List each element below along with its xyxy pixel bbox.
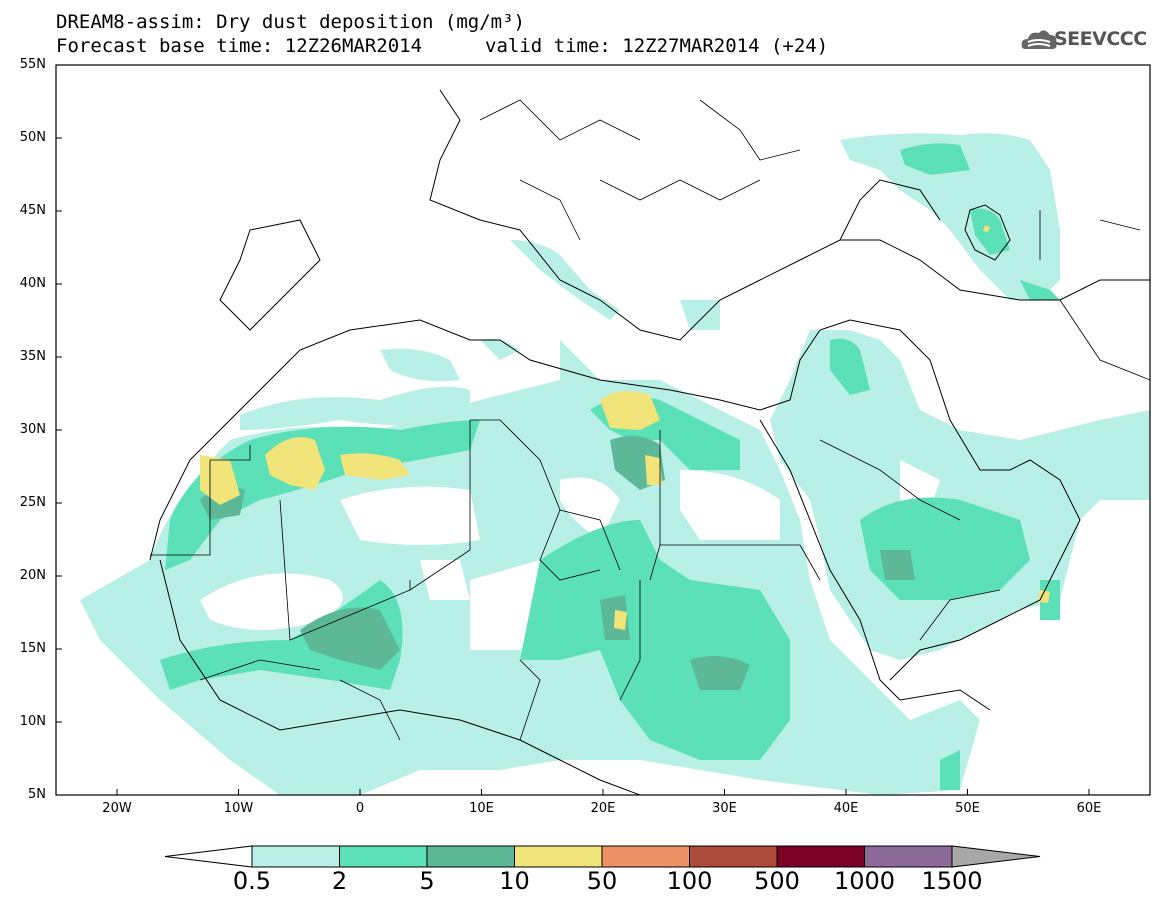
colorbar-segment (776, 845, 865, 868)
colorbar-label: 2 (331, 867, 348, 895)
colorbar-label: 1500 (921, 867, 983, 895)
lon-label: 10E (469, 801, 494, 816)
colorbar-segment (339, 845, 428, 868)
lon-label: 20E (590, 801, 616, 816)
lat-label: 55N (19, 57, 46, 72)
cloud-icon (1021, 30, 1057, 49)
colorbar-segment (864, 845, 953, 868)
lat-label: 10N (19, 714, 46, 729)
lon-label: 10W (223, 801, 254, 816)
lat-label: 40N (19, 276, 46, 291)
lon-label: 30E (712, 801, 737, 816)
colorbar-segment (514, 845, 603, 868)
lat-label: 15N (19, 641, 46, 656)
colorbar-label: 500 (754, 867, 800, 895)
lat-label: 50N (19, 130, 46, 145)
colorbar-label: 50 (586, 867, 618, 895)
lon-label: 40E (833, 801, 859, 816)
valid-time: valid time: 12Z27MAR2014 (+24) (485, 35, 829, 57)
lon-label: 50E (955, 801, 980, 816)
colorbar-label: 1000 (833, 867, 896, 895)
colorbar-over-arrow (951, 845, 1041, 868)
lat-label: 30N (19, 422, 46, 437)
map-title: DREAM8-assim: Dry dust deposition (mg/m³… (56, 11, 525, 33)
colorbar-label: 0.5 (232, 867, 272, 895)
colorbar-under-arrow (164, 845, 253, 868)
lat-label: 5N (28, 787, 46, 802)
lat-label: 35N (19, 349, 46, 364)
axis-ticks (56, 64, 1090, 796)
lon-label: 0 (355, 801, 365, 816)
lat-label: 25N (19, 495, 46, 510)
logo-text: SEEVCCC (1054, 28, 1147, 50)
colorbar-label: 100 (666, 867, 713, 895)
colorbar-label: 5 (419, 867, 435, 895)
colorbar-segment (251, 845, 340, 868)
colorbar-segment (601, 845, 690, 868)
dust-free-areas (200, 460, 940, 650)
colorbar-segment (689, 845, 778, 868)
forecast-base-time: Forecast base time: 12Z26MAR2014 (56, 35, 423, 57)
country-borders (150, 99, 1150, 741)
lat-label: 20N (19, 568, 46, 583)
dust-level-2 (160, 143, 1060, 790)
lat-label: 45N (19, 203, 46, 218)
coastlines (149, 89, 1150, 795)
colorbar-segment (426, 845, 515, 868)
colorbar-label: 10 (499, 867, 530, 895)
lon-label: 60E (1076, 801, 1102, 816)
colorbar (164, 845, 1041, 868)
lon-label: 20W (102, 801, 132, 816)
